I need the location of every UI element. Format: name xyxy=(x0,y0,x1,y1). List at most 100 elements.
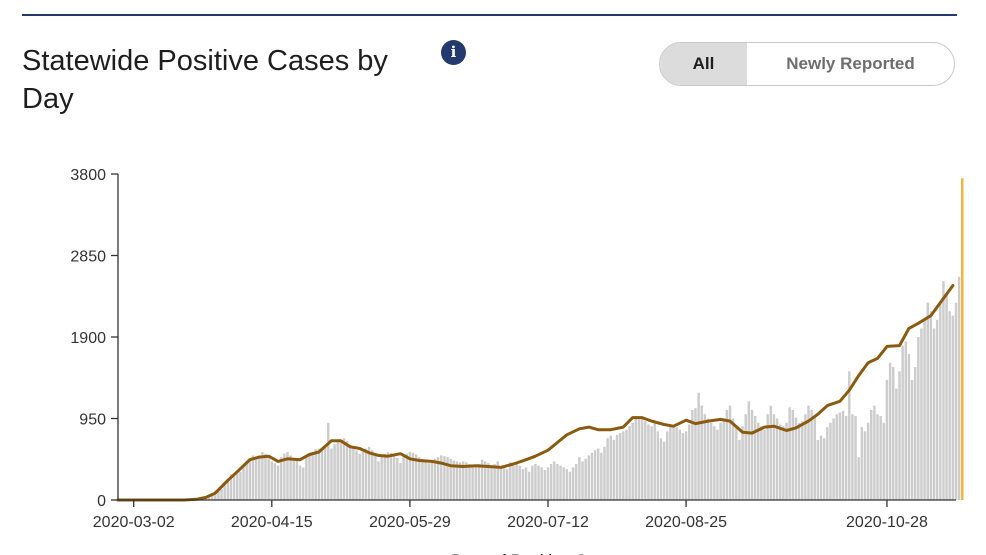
bar xyxy=(596,448,600,500)
bar xyxy=(706,418,710,500)
bar xyxy=(449,458,452,500)
bar xyxy=(917,337,920,500)
bar xyxy=(223,484,226,500)
bar xyxy=(659,438,663,500)
bar xyxy=(305,457,308,500)
bar xyxy=(314,449,317,500)
bar xyxy=(644,421,647,500)
bar xyxy=(349,445,352,500)
bar xyxy=(298,465,302,500)
bar xyxy=(462,461,465,500)
bar xyxy=(584,458,587,500)
bar xyxy=(882,422,886,500)
bar xyxy=(873,405,876,500)
toggle-newly-reported-button[interactable]: Newly Reported xyxy=(786,54,915,73)
bar xyxy=(518,465,521,500)
bar xyxy=(848,371,851,500)
bar xyxy=(675,427,678,500)
bar xyxy=(446,457,449,500)
bar xyxy=(578,457,581,500)
bar xyxy=(885,379,889,500)
bar xyxy=(942,281,945,500)
bar xyxy=(935,319,939,500)
bar xyxy=(509,462,512,500)
bar xyxy=(371,450,374,500)
bar xyxy=(226,481,230,500)
bar xyxy=(345,440,349,500)
bar xyxy=(822,438,826,500)
bar xyxy=(477,463,481,500)
bar xyxy=(857,457,860,500)
bar xyxy=(725,409,729,500)
bar xyxy=(327,422,330,500)
bar xyxy=(364,448,368,500)
x-tick-label: 2020-04-15 xyxy=(231,514,313,531)
bar xyxy=(493,463,496,500)
bar xyxy=(499,465,503,500)
bar xyxy=(433,458,437,500)
bar xyxy=(436,457,440,500)
bar xyxy=(468,463,471,500)
y-tick-label: 0 xyxy=(97,493,106,510)
bar xyxy=(810,409,813,500)
bar xyxy=(427,463,430,500)
bar xyxy=(757,422,760,500)
bar xyxy=(396,457,399,500)
bar xyxy=(286,451,289,500)
bar xyxy=(418,457,421,500)
bar xyxy=(791,409,795,500)
bar xyxy=(945,294,948,500)
bar xyxy=(261,451,264,500)
bar xyxy=(474,467,478,500)
bar xyxy=(333,444,336,500)
bar xyxy=(794,417,798,500)
bar xyxy=(653,422,656,500)
bar xyxy=(308,455,311,500)
bar xyxy=(640,417,644,500)
bar xyxy=(575,463,578,500)
bar xyxy=(358,453,361,500)
bar xyxy=(731,418,735,500)
toggle-all-button[interactable]: All xyxy=(660,43,747,85)
bar xyxy=(386,451,390,500)
bar xyxy=(367,446,371,500)
bar xyxy=(377,461,380,500)
bar xyxy=(666,431,669,500)
bar xyxy=(804,414,807,500)
bar xyxy=(700,405,703,500)
bar xyxy=(678,429,682,500)
bar xyxy=(782,426,785,500)
bar xyxy=(229,474,233,500)
x-axis-label: Date of Positive Cases xyxy=(451,551,623,555)
bar xyxy=(383,453,386,500)
bar xyxy=(496,461,499,500)
bar xyxy=(440,455,443,500)
bar xyxy=(622,431,625,500)
bar xyxy=(662,441,666,500)
bar xyxy=(738,439,741,500)
bar xyxy=(587,455,591,500)
highlight-bar xyxy=(961,178,964,501)
bar xyxy=(637,419,641,500)
bar xyxy=(210,493,214,500)
bar xyxy=(763,429,766,500)
bar xyxy=(775,418,779,500)
bar xyxy=(797,422,801,500)
bar xyxy=(612,439,616,500)
bar xyxy=(289,455,292,500)
bar xyxy=(411,452,415,500)
bar xyxy=(939,302,942,500)
bar xyxy=(543,469,547,500)
bar xyxy=(631,422,634,500)
bar xyxy=(826,427,829,500)
bar xyxy=(907,354,911,500)
bar xyxy=(534,463,537,500)
bar xyxy=(932,328,936,500)
bar xyxy=(408,451,412,500)
bar xyxy=(841,410,845,500)
bar xyxy=(355,450,358,500)
bar xyxy=(258,455,261,500)
info-icon[interactable]: i xyxy=(441,40,466,65)
bar xyxy=(716,429,719,500)
